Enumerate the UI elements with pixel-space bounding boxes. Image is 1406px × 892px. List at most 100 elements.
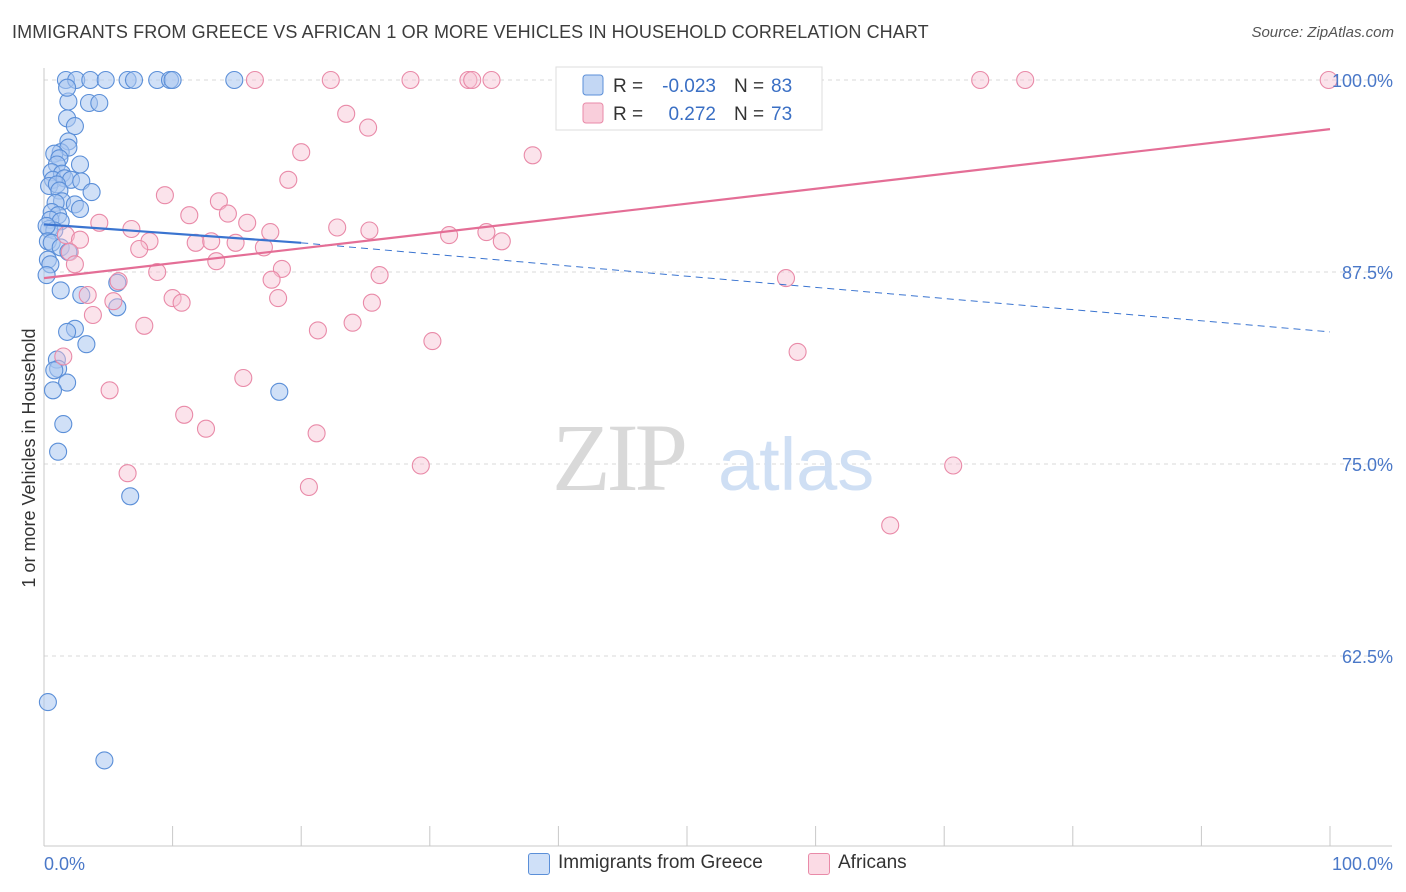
data-point: [58, 373, 77, 392]
data-point: [51, 281, 70, 300]
data-point: [270, 382, 289, 401]
data-point: [122, 219, 141, 239]
data-point: [70, 155, 90, 174]
watermark: ZIP atlas: [552, 404, 874, 511]
data-point: [72, 285, 91, 305]
data-point: [321, 70, 340, 90]
y-tick-label: 100.0%: [1332, 71, 1393, 91]
data-point: [100, 381, 119, 400]
data-point: [261, 223, 280, 242]
data-point: [155, 186, 174, 205]
data-point: [234, 368, 253, 388]
data-point: [292, 143, 311, 162]
data-point: [148, 262, 167, 282]
source-label: Source: ZipAtlas.com: [1251, 24, 1394, 41]
data-point: [196, 419, 216, 438]
legend-swatch-greece: [582, 74, 604, 96]
data-point: [423, 332, 442, 351]
y-tick-labels: 62.5% 75.0% 87.5% 100.0%: [1332, 71, 1393, 667]
chart-title: IMMIGRANTS FROM GREECE VS AFRICAN 1 OR M…: [12, 22, 929, 42]
data-point: [362, 293, 381, 312]
data-point: [440, 226, 459, 245]
data-point: [459, 70, 478, 90]
y-tick-label: 62.5%: [1342, 647, 1393, 667]
bottom-legend-label-africans: Africans: [838, 852, 907, 873]
data-point: [65, 255, 84, 274]
x-tick-label-min: 0.0%: [44, 854, 85, 874]
data-point: [180, 206, 199, 225]
data-point: [225, 70, 244, 90]
legend-swatch-africans: [582, 102, 604, 124]
watermark-zip: ZIP: [552, 404, 685, 511]
data-point: [43, 381, 63, 400]
data-point: [118, 464, 137, 483]
watermark-atlas: atlas: [718, 423, 874, 506]
data-point: [104, 292, 123, 311]
data-point: [54, 415, 73, 434]
legend-n-label-greece: N =: [734, 76, 764, 97]
data-point: [881, 516, 900, 535]
trend-line-greece-extension: [301, 242, 1331, 333]
data-point: [343, 313, 362, 332]
data-point: [186, 233, 205, 252]
data-point: [262, 270, 281, 289]
data-point: [163, 289, 182, 308]
legend-r-label-africans: R =: [613, 104, 643, 125]
x-tick-label-max: 100.0%: [1332, 854, 1393, 874]
data-point: [95, 751, 114, 770]
data-point: [238, 213, 257, 232]
data-point: [175, 405, 194, 424]
data-point: [482, 70, 501, 90]
data-point: [45, 361, 64, 380]
data-point: [109, 272, 128, 291]
data-point: [1016, 70, 1035, 90]
data-point: [337, 104, 356, 123]
trend-line-africans: [43, 128, 1331, 280]
data-point: [207, 252, 226, 271]
data-point: [307, 424, 326, 443]
data-point: [58, 78, 77, 97]
bottom-legend-label-greece: Immigrants from Greece: [558, 852, 763, 873]
data-point: [65, 117, 84, 136]
data-point: [299, 477, 318, 497]
bottom-legend: Immigrants from Greece Africans: [0, 850, 1406, 880]
data-point: [359, 118, 378, 137]
data-point: [944, 456, 963, 475]
y-tick-label: 87.5%: [1342, 263, 1393, 283]
data-point: [788, 342, 807, 361]
data-point: [96, 70, 115, 90]
data-point: [77, 335, 96, 354]
bottom-legend-swatch-africans: [808, 853, 830, 875]
data-point: [776, 269, 796, 288]
data-point: [218, 204, 237, 223]
data-point: [130, 239, 149, 259]
x-ticks: [43, 826, 1331, 846]
data-point: [49, 442, 68, 461]
trend-lines: [43, 128, 1331, 333]
data-point: [163, 70, 182, 90]
data-point: [463, 70, 482, 90]
data-point: [82, 183, 101, 202]
data-point: [121, 487, 140, 506]
legend-r-label-greece: R =: [613, 76, 643, 97]
data-point: [401, 70, 420, 90]
legend-n-value-africans: 73: [771, 104, 792, 125]
data-point: [209, 192, 228, 211]
axes: [43, 68, 1392, 847]
legend-box: R = -0.023 N = 83 R = 0.272 N = 73: [555, 66, 823, 131]
data-point: [58, 322, 77, 341]
bottom-legend-swatch-greece: [528, 853, 550, 875]
legend-r-value-greece: -0.023: [662, 76, 716, 97]
legend-r-value-africans: 0.272: [668, 104, 716, 125]
data-point: [523, 146, 542, 165]
trend-line-greece: [43, 223, 302, 244]
data-point: [308, 321, 327, 340]
series-immigrants-from-greece: [37, 70, 289, 770]
y-axis-title: 1 or more Vehicles in Household: [19, 328, 39, 587]
data-point: [83, 305, 102, 325]
data-point: [172, 293, 191, 312]
legend-n-label-africans: N =: [734, 104, 764, 125]
data-point: [360, 221, 379, 240]
series-africans: [54, 70, 1338, 535]
